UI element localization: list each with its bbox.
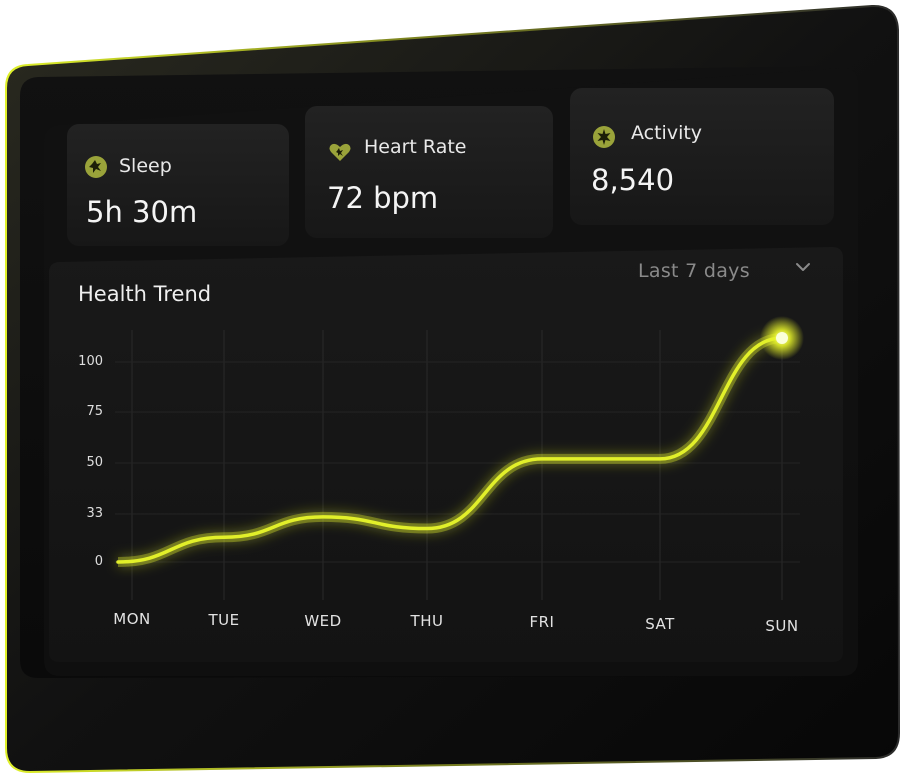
data-point-mon [116, 560, 120, 564]
data-point-thu [425, 527, 429, 531]
data-point-wed [321, 515, 325, 519]
activity-card-bg [570, 88, 834, 225]
data-point-sat [658, 457, 662, 461]
heart-card-bg [305, 106, 553, 238]
x-tick-label-thu: THU [410, 612, 444, 630]
x-tick-label-mon: MON [113, 610, 151, 628]
y-tick-label: 0 [94, 554, 103, 569]
chart-grid [115, 330, 800, 600]
y-tick-label: 75 [86, 404, 103, 419]
x-tick-label-tue: TUE [208, 611, 240, 629]
sleep-label: Sleep [119, 155, 172, 177]
x-tick-label-fri: FRI [529, 613, 555, 631]
heart-icon [329, 143, 351, 161]
sleep-card-bg [67, 124, 289, 246]
activity-value: 8,540 [591, 163, 675, 197]
sleep-icon [85, 156, 107, 178]
latest-point-marker[interactable] [776, 332, 788, 344]
data-point-fri [540, 457, 544, 461]
chart-title: Health Trend [78, 282, 212, 306]
series-line [116, 336, 784, 564]
y-tick-label: 50 [86, 455, 103, 470]
activity-icon [593, 126, 615, 148]
y-tick-label: 33 [86, 506, 103, 521]
x-tick-label-sat: SAT [645, 615, 675, 633]
x-tick-label-wed: WED [304, 612, 342, 630]
range-selector[interactable]: Last 7 days [638, 260, 750, 282]
chart-panel-bg [49, 247, 843, 662]
activity-label: Activity [631, 122, 703, 144]
sleep-value: 5h 30m [86, 195, 198, 229]
x-tick-label-sun: SUN [765, 617, 799, 635]
data-point-tue [222, 535, 226, 539]
y-tick-label: 100 [78, 354, 103, 369]
chevron-down-icon[interactable] [795, 261, 811, 273]
heart-rate-label: Heart Rate [364, 136, 467, 158]
heart-rate-value: 72 bpm [327, 181, 439, 215]
chart-plot [115, 316, 804, 600]
